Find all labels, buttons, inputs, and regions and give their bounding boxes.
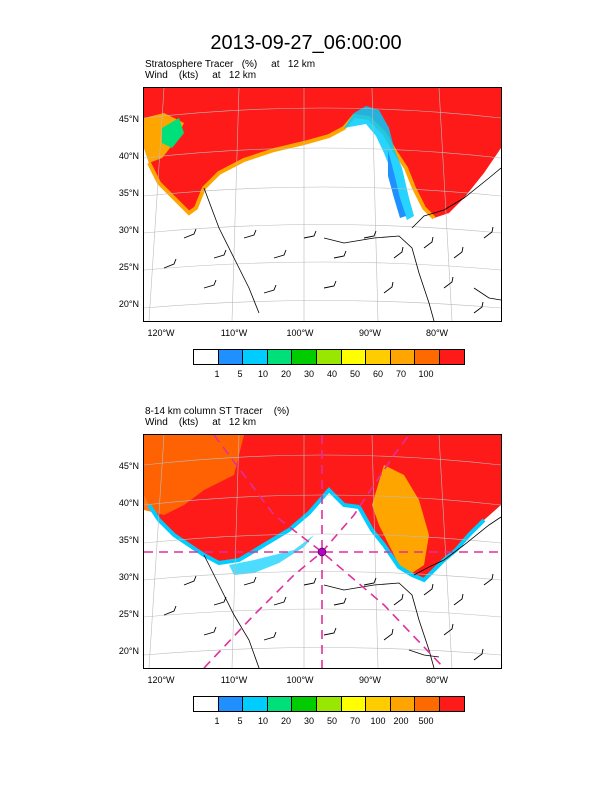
panel1-lat-40: 40°N [118, 151, 139, 161]
panel1-title-line1: Stratosphere Tracer (%) at 12 km [145, 59, 316, 70]
panel1-colorbar [193, 349, 465, 365]
tracer-region [144, 88, 501, 218]
panel2-lat-25: 25°N [118, 609, 139, 619]
panel1-lon-100: 100°W [286, 328, 314, 338]
colorbar-swatch [415, 697, 440, 711]
colorbar-swatch [390, 350, 416, 364]
colorbar-swatch [341, 697, 367, 711]
panel2-lat-40: 40°N [118, 498, 139, 508]
panel1-lat-20: 20°N [118, 299, 139, 309]
panel1-colorbar-label: 40 [326, 369, 337, 379]
panel2-lon-90: 90°W [358, 675, 382, 685]
panel1-colorbar-label: 20 [280, 369, 291, 379]
panel2-lat-35: 35°N [118, 535, 139, 545]
panel2-lat-45: 45°N [118, 461, 139, 471]
colorbar-swatch [366, 697, 391, 711]
panel2-colorbar-label: 30 [303, 716, 314, 726]
panel1-colorbar-label: 5 [237, 369, 243, 379]
figure-title: 2013-09-27_06:00:00 [210, 32, 402, 54]
panel2-colorbar-label: 5 [237, 716, 243, 726]
panel2-lon-120: 120°W [147, 675, 175, 685]
panel1-colorbar-label: 10 [257, 369, 268, 379]
panel1-colorbar-label: 50 [349, 369, 360, 379]
panel2-lat-30: 30°N [118, 572, 139, 582]
panel2-colorbar-label: 100 [370, 716, 386, 726]
panel2-colorbar-label: 20 [280, 716, 291, 726]
colorbar-swatch [267, 697, 293, 711]
panel1-title-line2: Wind (kts) at 12 km [145, 70, 257, 81]
panel2-colorbar-label: 500 [418, 716, 434, 726]
colorbar-swatch [366, 350, 391, 364]
colorbar-swatch [341, 350, 367, 364]
panel2-lon-80: 80°W [425, 675, 449, 685]
panel2-map [143, 434, 502, 669]
panel1-colorbar-label: 30 [303, 369, 314, 379]
colorbar-swatch [243, 350, 268, 364]
panel1-lon-90: 90°W [358, 328, 382, 338]
colorbar-swatch [218, 350, 244, 364]
panel2-colorbar-label: 10 [257, 716, 268, 726]
colorbar-swatch [316, 350, 342, 364]
colorbar-swatch [218, 697, 244, 711]
panel1-colorbar-label: 60 [372, 369, 383, 379]
panel2-colorbar [193, 696, 465, 712]
colorbar-swatch [439, 350, 464, 364]
colorbar-swatch [316, 697, 342, 711]
panel1-lon-80: 80°W [425, 328, 449, 338]
colorbar-swatch [194, 697, 219, 711]
panel2-lat-20: 20°N [118, 646, 139, 656]
panel1-lon-110: 110°W [220, 328, 248, 338]
colorbar-swatch [292, 697, 317, 711]
colorbar-swatch [243, 697, 268, 711]
colorbar-swatch [292, 350, 317, 364]
panel1-lat-35: 35°N [118, 188, 139, 198]
panel1-map [143, 87, 502, 322]
panel1-lat-25: 25°N [118, 262, 139, 272]
colorbar-swatch [439, 697, 464, 711]
panel2-title-line2: Wind (kts) at 12 km [145, 417, 257, 428]
panel1-colorbar-label: 70 [395, 369, 406, 379]
panel1-lat-45: 45°N [118, 114, 139, 124]
panel2-lon-110: 110°W [220, 675, 248, 685]
release-point-marker [317, 547, 327, 557]
panel2-colorbar-label: 1 [214, 716, 220, 726]
colorbar-swatch [390, 697, 416, 711]
panel2-colorbar-label: 200 [393, 716, 409, 726]
panel2-lon-100: 100°W [286, 675, 314, 685]
colorbar-swatch [194, 350, 219, 364]
panel1-lat-30: 30°N [118, 225, 139, 235]
panel2-colorbar-label: 50 [326, 716, 337, 726]
colorbar-swatch [415, 350, 440, 364]
tracer-edge [147, 113, 436, 220]
colorbar-swatch [267, 350, 293, 364]
panel2-colorbar-label: 70 [349, 716, 360, 726]
panel2-title-line1: 8-14 km column ST Tracer (%) [145, 406, 290, 417]
panel1-colorbar-label: 1 [214, 369, 220, 379]
panel1-colorbar-label: 100 [418, 369, 434, 379]
panel1-lon-120: 120°W [147, 328, 175, 338]
